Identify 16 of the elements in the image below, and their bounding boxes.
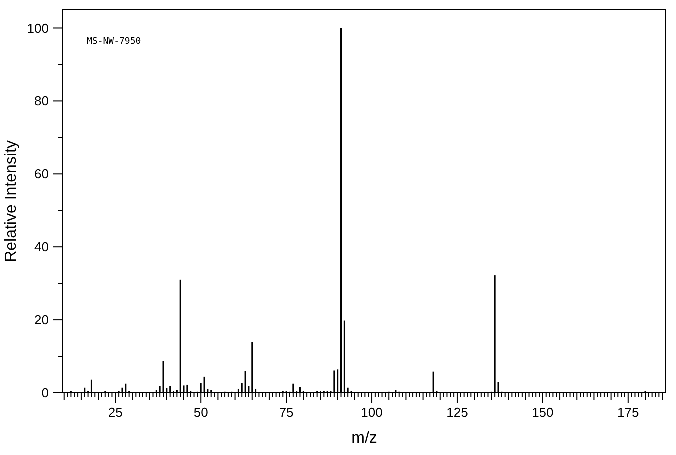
y-tick-label: 20 [34, 312, 49, 328]
x-tick-label: 125 [446, 405, 468, 420]
annotation: MS-NW-7950 [87, 37, 142, 47]
x-tick-label: 100 [361, 405, 383, 420]
y-tick-label: 60 [34, 166, 49, 182]
x-tick-label: 25 [108, 405, 123, 420]
y-tick-label: 80 [34, 94, 49, 109]
x-tick-label: 175 [618, 405, 640, 420]
y-tick-label: 100 [27, 20, 49, 36]
y-tick-label: 40 [34, 240, 49, 255]
x-axis-title: m/z [352, 430, 378, 447]
y-axis-title: Relative Intensity [3, 140, 20, 262]
x-tick-label: 50 [194, 405, 208, 420]
y-tick-label: 0 [42, 386, 49, 401]
x-tick-label: 75 [279, 405, 294, 420]
x-tick-label: 150 [532, 405, 554, 420]
